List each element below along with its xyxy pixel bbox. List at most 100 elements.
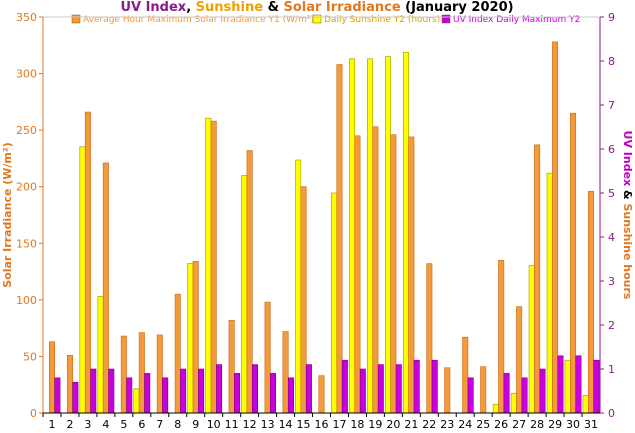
bar-solar-irradiance-day-5 bbox=[120, 335, 127, 414]
bar-solar-irradiance-day-8 bbox=[174, 293, 181, 414]
bar-sunshine-day-17 bbox=[331, 192, 338, 414]
bar-solar-irradiance-day-6 bbox=[138, 332, 145, 414]
chart-title-part: , bbox=[186, 0, 195, 15]
chart-title-part: & bbox=[263, 0, 283, 15]
y-left-tick-label: 0 bbox=[30, 407, 37, 420]
bar-sunshine-day-27 bbox=[510, 392, 517, 414]
y-right-tick-label: 8 bbox=[608, 55, 615, 68]
bar-uv-index-day-21 bbox=[413, 359, 420, 414]
y-left-tick-label: 200 bbox=[16, 181, 37, 194]
bar-uv-index-day-26 bbox=[503, 373, 510, 414]
chart-title-part: Solar Irradiance bbox=[283, 0, 400, 15]
y-right-tick-label: 7 bbox=[608, 99, 615, 112]
bar-solar-irradiance-day-18 bbox=[354, 135, 361, 414]
bar-solar-irradiance-day-3 bbox=[84, 111, 91, 414]
bar-uv-index-day-27 bbox=[521, 377, 528, 414]
y-left-tick-label: 100 bbox=[16, 294, 37, 307]
x-tick-label: 30 bbox=[566, 418, 580, 431]
bar-solar-irradiance-day-31 bbox=[588, 190, 595, 414]
bar-sunshine-day-29 bbox=[546, 172, 553, 414]
bar-solar-irradiance-day-19 bbox=[372, 126, 379, 414]
bar-uv-index-day-15 bbox=[305, 364, 312, 414]
bar-uv-index-day-1 bbox=[54, 377, 61, 414]
y-right-tick-label: 3 bbox=[608, 275, 615, 288]
bar-sunshine-day-30 bbox=[564, 359, 571, 414]
bar-solar-irradiance-day-1 bbox=[48, 341, 55, 414]
x-tick-label: 17 bbox=[332, 418, 346, 431]
y-axis-left-label: Solar Irradiance (W/m²) bbox=[1, 142, 14, 288]
y-right-tick-label: 4 bbox=[608, 231, 615, 244]
bar-solar-irradiance-day-27 bbox=[516, 306, 523, 414]
bar-uv-index-day-8 bbox=[180, 368, 187, 414]
bar-uv-index-day-11 bbox=[234, 373, 241, 414]
legend-swatch bbox=[312, 14, 322, 24]
x-tick-label: 9 bbox=[192, 418, 199, 431]
bar-uv-index-day-14 bbox=[287, 377, 294, 414]
chart-title-part: (January 2020) bbox=[401, 0, 514, 15]
bar-solar-irradiance-day-2 bbox=[66, 354, 73, 414]
bar-uv-index-day-4 bbox=[108, 368, 115, 414]
bar-solar-irradiance-day-10 bbox=[210, 120, 217, 414]
legend-swatch bbox=[71, 14, 81, 24]
bar-sunshine-day-26 bbox=[492, 403, 499, 414]
y-left-tick-label: 150 bbox=[16, 237, 37, 250]
y-right-tick-label: 0 bbox=[608, 407, 615, 420]
y-left-tick-label: 300 bbox=[16, 68, 37, 81]
x-tick-label: 12 bbox=[243, 418, 257, 431]
bar-solar-irradiance-day-24 bbox=[462, 336, 469, 414]
bar-uv-index-day-31 bbox=[593, 359, 600, 414]
bar-sunshine-day-31 bbox=[582, 395, 589, 414]
bar-sunshine-day-4 bbox=[97, 296, 104, 414]
bar-solar-irradiance-day-14 bbox=[282, 331, 289, 414]
bar-solar-irradiance-day-23 bbox=[444, 367, 451, 414]
bar-solar-irradiance-day-15 bbox=[300, 186, 307, 414]
bar-uv-index-day-24 bbox=[467, 377, 474, 414]
chart-title-part: UV Index bbox=[120, 0, 186, 15]
x-tick-label: 22 bbox=[422, 418, 436, 431]
x-tick-label: 31 bbox=[584, 418, 598, 431]
x-tick-label: 14 bbox=[279, 418, 293, 431]
bar-solar-irradiance-day-22 bbox=[426, 263, 433, 414]
bar-uv-index-day-3 bbox=[90, 368, 97, 414]
y-left-tick-label: 350 bbox=[16, 11, 37, 24]
bar-solar-irradiance-day-17 bbox=[336, 64, 343, 414]
bar-solar-irradiance-day-21 bbox=[408, 136, 415, 414]
legend-label: Daily Sunshine Y2 (hours) bbox=[324, 15, 440, 25]
bar-solar-irradiance-day-25 bbox=[480, 366, 487, 414]
bar-solar-irradiance-day-7 bbox=[156, 334, 163, 414]
x-tick-label: 6 bbox=[138, 418, 145, 431]
y-right-tick-label: 9 bbox=[608, 11, 615, 24]
legend-swatch bbox=[441, 14, 451, 24]
bar-uv-index-day-20 bbox=[395, 364, 402, 414]
x-tick-label: 19 bbox=[368, 418, 382, 431]
x-tick-label: 18 bbox=[350, 418, 364, 431]
bar-solar-irradiance-day-20 bbox=[390, 134, 397, 414]
chart-title-part: Sunshine bbox=[196, 0, 264, 15]
bar-sunshine-day-10 bbox=[205, 117, 212, 414]
x-tick-label: 1 bbox=[48, 418, 55, 431]
bar-sunshine-day-15 bbox=[295, 159, 302, 414]
y-axis-right-label-part: Sunshine hours bbox=[621, 203, 634, 299]
x-tick-label: 25 bbox=[476, 418, 490, 431]
x-tick-label: 2 bbox=[66, 418, 73, 431]
bar-solar-irradiance-day-16 bbox=[318, 375, 325, 414]
bar-uv-index-day-22 bbox=[431, 359, 438, 414]
bar-uv-index-day-13 bbox=[269, 373, 276, 414]
x-tick-label: 7 bbox=[156, 418, 163, 431]
legend: Average Hour Maximum Solar Irradiance Y1… bbox=[71, 14, 580, 25]
legend-label: Average Hour Maximum Solar Irradiance Y1… bbox=[83, 15, 314, 25]
bar-solar-irradiance-day-9 bbox=[192, 261, 199, 414]
x-tick-label: 10 bbox=[207, 418, 221, 431]
x-tick-label: 28 bbox=[530, 418, 544, 431]
x-tick-label: 20 bbox=[386, 418, 400, 431]
y-axis-right-label-part: & bbox=[621, 186, 634, 203]
bar-uv-index-day-10 bbox=[216, 364, 223, 414]
bar-solar-irradiance-day-4 bbox=[102, 162, 109, 414]
bar-solar-irradiance-day-26 bbox=[498, 259, 505, 414]
bar-sunshine-day-21 bbox=[402, 51, 409, 414]
bar-sunshine-day-20 bbox=[384, 56, 391, 414]
x-tick-label: 21 bbox=[404, 418, 418, 431]
bar-sunshine-day-18 bbox=[349, 58, 356, 414]
x-tick-label: 8 bbox=[174, 418, 181, 431]
